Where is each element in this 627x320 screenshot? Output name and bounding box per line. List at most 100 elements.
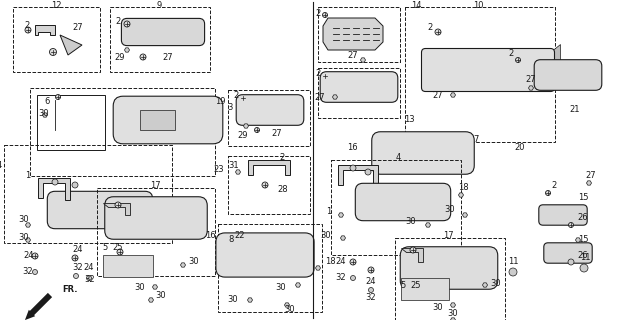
Text: 30: 30	[155, 291, 166, 300]
Text: 30: 30	[189, 258, 199, 267]
Text: 2: 2	[508, 49, 514, 58]
Text: 32: 32	[22, 268, 33, 276]
Bar	[30, 88, 215, 176]
Bar	[401, 278, 449, 300]
Text: 8: 8	[228, 236, 233, 244]
Text: 32: 32	[335, 274, 346, 283]
Circle shape	[73, 274, 78, 278]
Text: 13: 13	[404, 116, 414, 124]
Circle shape	[350, 165, 356, 171]
Text: 30: 30	[18, 234, 29, 243]
Circle shape	[410, 247, 416, 253]
Text: 30: 30	[320, 230, 331, 239]
Circle shape	[72, 182, 78, 188]
FancyArrow shape	[25, 293, 52, 320]
FancyBboxPatch shape	[122, 18, 204, 46]
Text: 22: 22	[234, 231, 245, 241]
Text: 11: 11	[580, 253, 590, 262]
Text: 30: 30	[38, 109, 49, 118]
FancyBboxPatch shape	[544, 243, 592, 263]
Bar	[395, 238, 505, 320]
Text: 31: 31	[228, 161, 239, 170]
Text: 11: 11	[508, 258, 519, 267]
Text: 2: 2	[551, 180, 556, 189]
Polygon shape	[125, 48, 130, 52]
Polygon shape	[248, 160, 290, 175]
Bar	[140, 110, 175, 130]
Text: 30: 30	[134, 283, 145, 292]
Text: 2: 2	[234, 91, 239, 100]
Circle shape	[25, 27, 31, 33]
Text: 27: 27	[314, 92, 325, 101]
Text: 9: 9	[156, 1, 162, 10]
Bar	[318, 7, 400, 62]
Polygon shape	[463, 213, 468, 217]
Text: 27: 27	[162, 53, 173, 62]
Text: 29: 29	[238, 131, 248, 140]
Text: 16: 16	[347, 143, 358, 153]
Circle shape	[545, 190, 551, 196]
Bar	[331, 160, 461, 255]
Bar	[97, 188, 215, 276]
FancyBboxPatch shape	[400, 247, 498, 289]
Polygon shape	[26, 223, 31, 227]
Polygon shape	[26, 238, 31, 242]
Polygon shape	[339, 213, 344, 217]
FancyBboxPatch shape	[539, 205, 587, 225]
Bar	[103, 255, 153, 277]
Text: 30: 30	[228, 295, 238, 305]
Text: 4: 4	[0, 161, 2, 170]
Text: 2: 2	[116, 18, 121, 27]
Polygon shape	[103, 203, 130, 215]
Bar	[228, 90, 310, 146]
Polygon shape	[285, 303, 290, 307]
Circle shape	[87, 276, 92, 281]
Text: 2: 2	[279, 154, 284, 163]
Text: 25: 25	[410, 281, 421, 290]
Text: 16: 16	[206, 231, 216, 241]
Bar	[110, 7, 210, 72]
Text: 5: 5	[401, 281, 406, 290]
Polygon shape	[401, 248, 423, 262]
Text: 27: 27	[348, 52, 358, 60]
Polygon shape	[451, 318, 455, 320]
Text: 21: 21	[570, 106, 580, 115]
Circle shape	[515, 58, 520, 62]
Polygon shape	[35, 25, 55, 35]
Text: 29: 29	[115, 53, 125, 62]
Circle shape	[115, 202, 121, 208]
Text: 14: 14	[411, 1, 421, 10]
Text: 18: 18	[458, 183, 468, 193]
Text: 3: 3	[227, 103, 233, 113]
Circle shape	[568, 259, 574, 265]
Circle shape	[262, 182, 268, 188]
Text: 26: 26	[577, 213, 588, 222]
Bar	[405, 7, 555, 142]
Bar	[37, 95, 105, 150]
Polygon shape	[426, 223, 431, 227]
Text: 32: 32	[366, 293, 376, 302]
Text: 23: 23	[213, 165, 224, 174]
Polygon shape	[323, 18, 383, 50]
Text: 15: 15	[577, 194, 588, 203]
Text: 27: 27	[73, 22, 83, 31]
Text: 24: 24	[23, 252, 33, 260]
Circle shape	[72, 255, 78, 261]
Polygon shape	[248, 298, 253, 302]
Text: 30: 30	[406, 218, 416, 227]
Polygon shape	[426, 79, 561, 87]
Text: 30: 30	[491, 278, 502, 287]
Polygon shape	[315, 266, 320, 270]
Bar	[318, 68, 400, 118]
Polygon shape	[340, 236, 345, 240]
Text: 19: 19	[216, 98, 226, 107]
Polygon shape	[105, 258, 110, 262]
Text: 32: 32	[73, 263, 83, 273]
Text: FR.: FR.	[62, 285, 78, 294]
Text: 27: 27	[586, 171, 596, 180]
Circle shape	[322, 74, 327, 78]
Text: 1: 1	[326, 207, 331, 217]
Text: 1: 1	[24, 171, 30, 180]
Polygon shape	[451, 303, 455, 307]
Polygon shape	[236, 170, 241, 174]
